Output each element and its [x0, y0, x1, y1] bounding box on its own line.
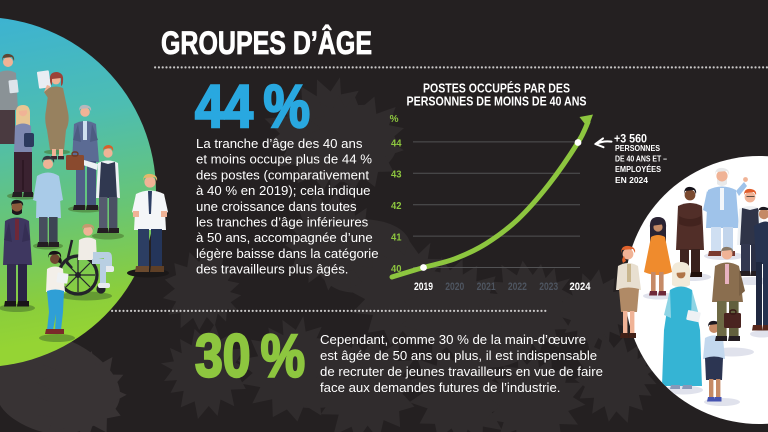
svg-text:2020: 2020: [445, 281, 464, 293]
svg-text:30 %: 30 %: [195, 323, 305, 390]
svg-text:2024: 2024: [570, 281, 591, 293]
svg-text:à 40 % en 2019); cela indique: à 40 % en 2019); cela indique: [196, 183, 371, 198]
svg-text:EMPLOYÉES: EMPLOYÉES: [615, 165, 662, 174]
svg-text:PERSONNES DE MOINS DE 40 ANS: PERSONNES DE MOINS DE 40 ANS: [407, 94, 587, 108]
svg-text:2023: 2023: [539, 281, 558, 293]
svg-text:La tranche d’âge des 40 ans: La tranche d’âge des 40 ans: [196, 136, 363, 151]
svg-text:44: 44: [391, 138, 402, 149]
svg-text:EN 2024: EN 2024: [615, 176, 649, 185]
svg-text:43: 43: [391, 170, 402, 181]
svg-text:une croissance dans toutes: une croissance dans toutes: [196, 199, 357, 214]
svg-text:légère baisse dans la catégori: légère baisse dans la catégorie: [196, 246, 379, 261]
svg-text:de recruter de jeunes travaill: de recruter de jeunes travailleurs en vu…: [320, 364, 603, 379]
svg-text:Cependant, comme 30 % de la ma: Cependant, comme 30 % de la main-d’œuvre: [320, 332, 586, 347]
svg-text:et moins occupe plus de 44 %: et moins occupe plus de 44 %: [196, 152, 372, 167]
svg-text:42: 42: [391, 201, 402, 212]
svg-text:DE 40 ANS ET –: DE 40 ANS ET –: [615, 155, 667, 164]
svg-text:2019: 2019: [414, 281, 433, 293]
svg-text:41: 41: [391, 233, 402, 244]
svg-text:les tranches d’âge inférieures: les tranches d’âge inférieures: [196, 215, 369, 230]
svg-text:à 50 ans, accompagnée d’une: à 50 ans, accompagnée d’une: [196, 230, 373, 245]
svg-text:est âgée de 50 ans ou plus, il: est âgée de 50 ans ou plus, il est indis…: [320, 348, 597, 363]
svg-text:POSTES OCCUPÉS PAR DES: POSTES OCCUPÉS PAR DES: [423, 81, 570, 96]
svg-text:44 %: 44 %: [195, 73, 310, 140]
svg-text:face aux demandes futures de l: face aux demandes futures de l’industrie…: [320, 380, 560, 395]
svg-text:GROUPES D’ÂGE: GROUPES D’ÂGE: [161, 25, 372, 61]
svg-text:2022: 2022: [508, 281, 527, 293]
svg-text:%: %: [390, 114, 399, 125]
svg-text:des postes (comparativement: des postes (comparativement: [196, 167, 369, 182]
svg-text:des travailleurs plus âgés.: des travailleurs plus âgés.: [196, 262, 348, 277]
svg-text:2021: 2021: [477, 281, 496, 293]
svg-text:PERSONNES: PERSONNES: [615, 144, 661, 153]
svg-text:+3 560: +3 560: [614, 134, 647, 146]
svg-text:40: 40: [391, 264, 402, 275]
